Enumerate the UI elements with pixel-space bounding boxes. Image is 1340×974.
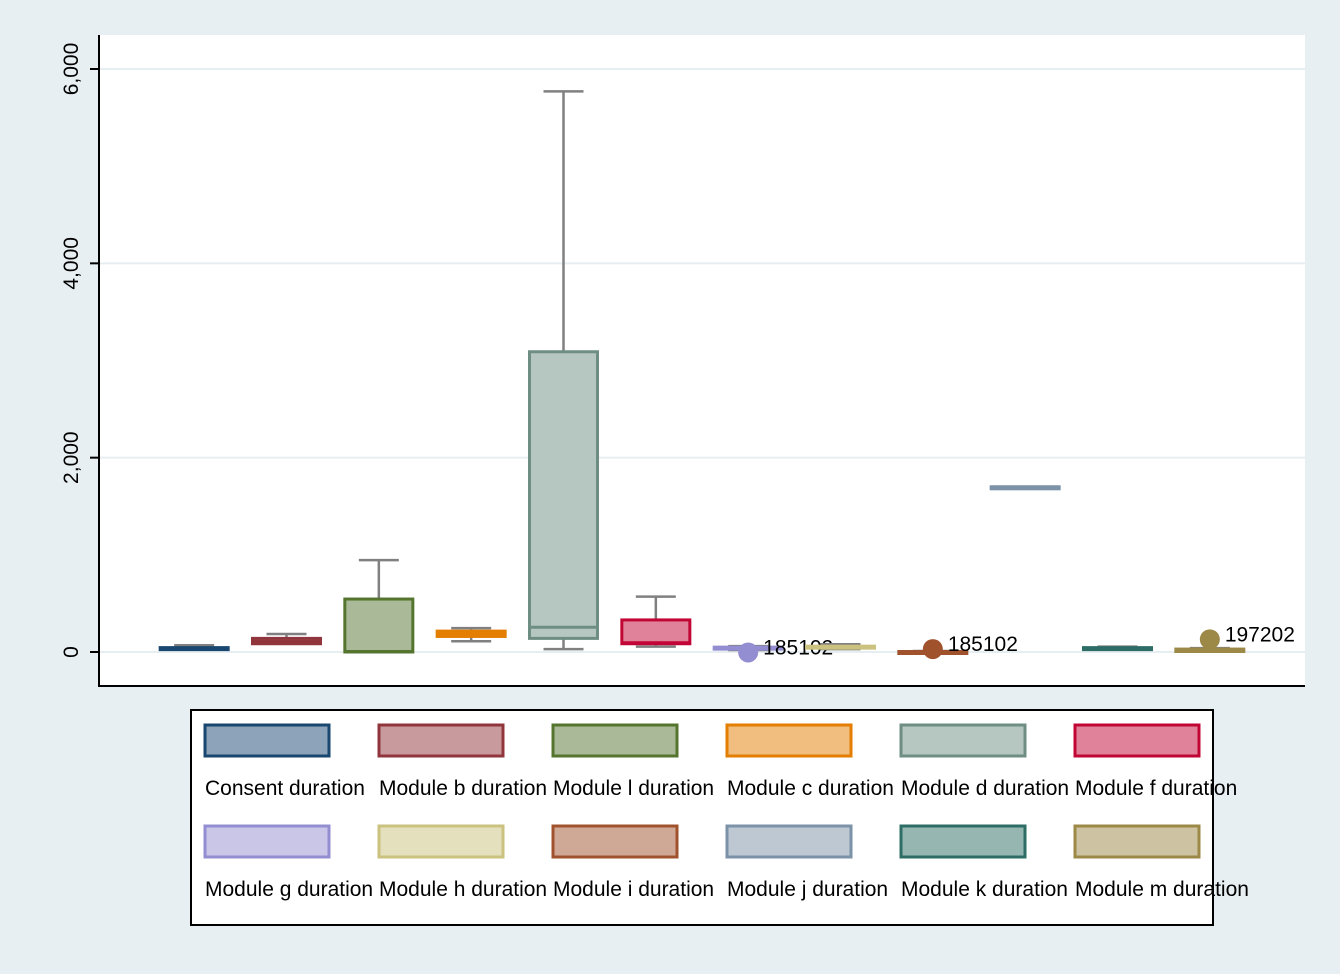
legend-label: Module m duration [1075,878,1249,901]
legend-label: Module f duration [1075,777,1237,800]
box-6 [620,595,692,648]
box-2 [251,632,322,646]
box-3 [343,558,415,654]
y-tick-label: 6,000 [60,43,83,96]
outlier-point [738,642,759,663]
box-5 [528,90,599,651]
legend-swatch [1073,723,1201,758]
legend-label: Module g duration [205,878,373,901]
outlier-label: 185102 [948,633,1018,656]
legend-label: Consent duration [205,777,365,800]
plot-area [100,35,1305,686]
legend-swatch [899,824,1027,859]
y-tick-label: 2,000 [60,431,83,484]
legend-swatch [377,824,505,859]
legend-swatch [725,824,853,859]
legend-swatch [1073,824,1201,859]
iqr-box [528,350,599,640]
legend-label: Module h duration [379,878,547,901]
box-9: 185102 [897,633,1018,660]
legend-swatch [203,723,331,758]
outlier-point [922,639,943,660]
legend-label: Module b duration [379,777,547,800]
legend-label: Module l duration [553,777,714,800]
y-tick-label: 0 [60,646,83,658]
box-10 [989,485,1061,491]
legend-label: Module d duration [901,777,1069,800]
boxes: 185102 185102 197202 [158,90,1295,663]
iqr-box [620,618,692,646]
outlier-point [1199,629,1220,650]
box-1 [158,643,230,652]
y-tick-label: 4,000 [60,237,83,290]
box-12: 197202 [1174,623,1295,654]
legend-swatch [203,824,331,859]
box-7: 185102 [712,636,833,663]
box-4 [435,626,507,643]
outlier-label: 197202 [1225,623,1295,646]
iqr-box [343,597,415,654]
legend-box [190,709,1214,926]
legend-label: Module i duration [553,878,714,901]
legend: Consent duration Module b duration Module … [203,723,1249,901]
legend-swatch [551,723,679,758]
legend-label: Module j duration [727,878,888,901]
legend-swatch [725,723,853,758]
outlier-label: 185102 [763,636,833,659]
gridlines [100,68,1305,653]
legend-swatch [551,824,679,859]
legend-label: Module k duration [901,878,1068,901]
box-11 [1082,645,1153,652]
legend-swatch [899,723,1027,758]
legend-swatch [377,723,505,758]
y-axis-ticks: 0 2,000 4,000 6,000 [60,43,99,658]
legend-label: Module c duration [727,777,894,800]
box-8 [805,642,876,651]
